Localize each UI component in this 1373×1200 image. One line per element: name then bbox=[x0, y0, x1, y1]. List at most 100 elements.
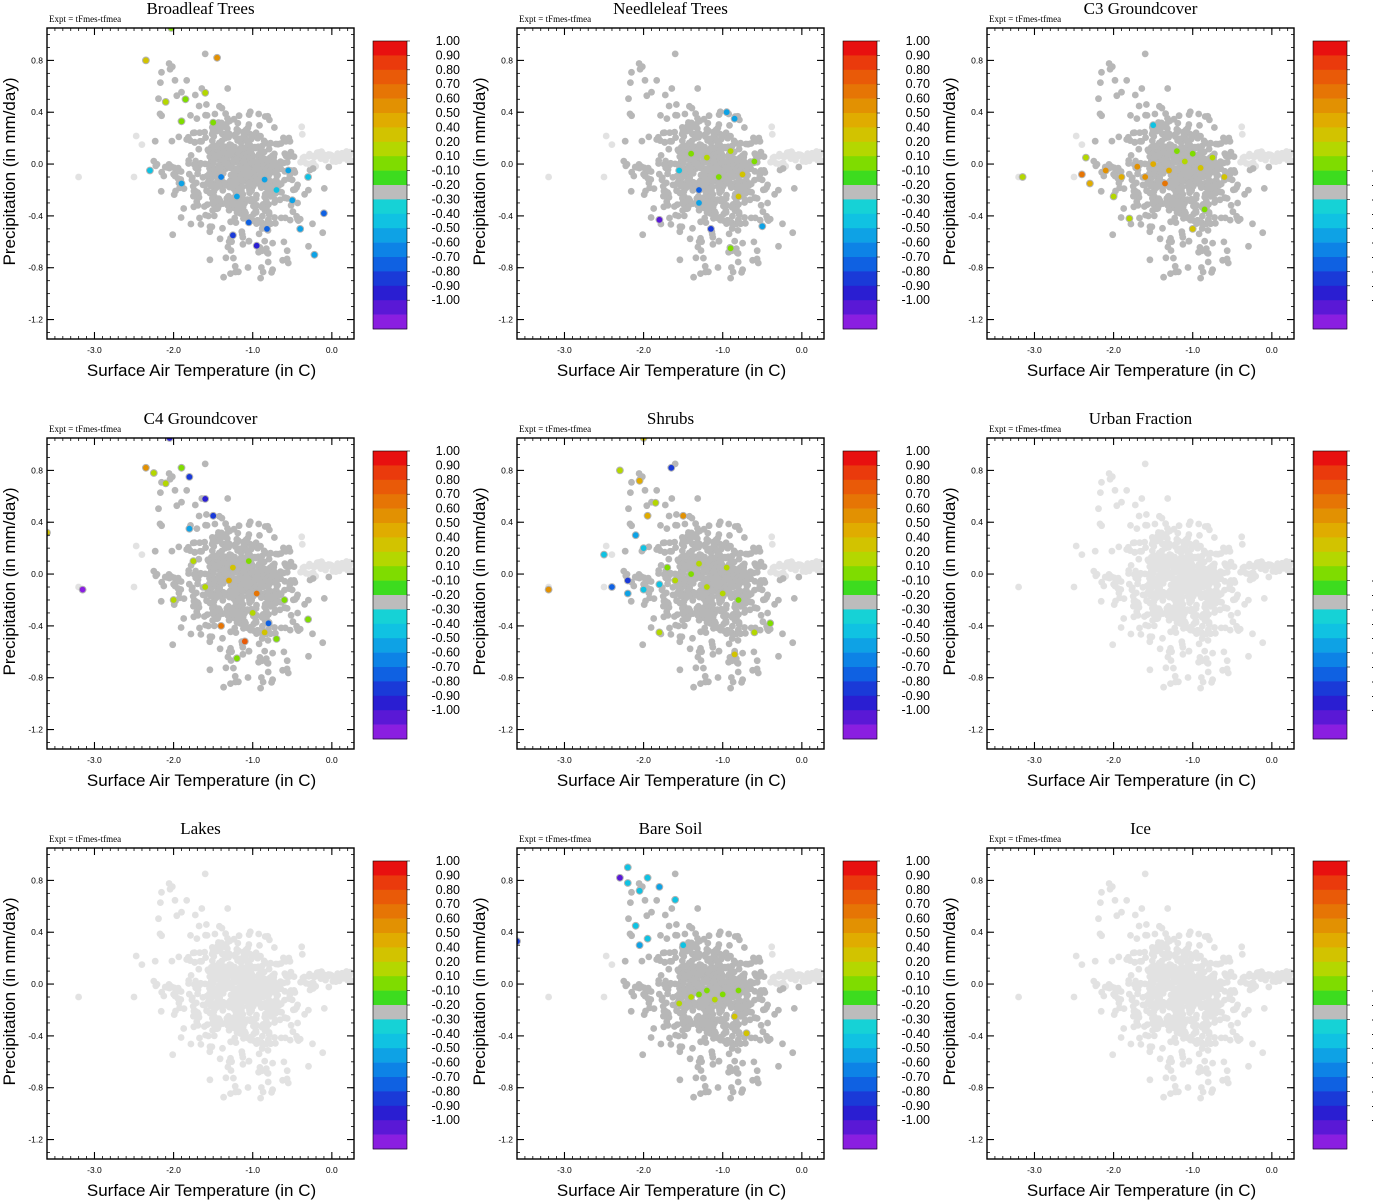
scatter-point bbox=[157, 187, 165, 195]
colored-point bbox=[1133, 162, 1142, 171]
scatter-point bbox=[157, 489, 164, 496]
scatter-point bbox=[680, 598, 688, 605]
colored-point bbox=[233, 192, 241, 201]
scatter-point bbox=[191, 91, 199, 99]
scatter-point bbox=[201, 128, 209, 136]
scatter-point bbox=[741, 534, 748, 541]
scatter-point bbox=[627, 79, 634, 86]
colored-point bbox=[244, 218, 253, 227]
colored-point bbox=[304, 173, 313, 181]
scatter-point bbox=[1091, 137, 1099, 145]
scatter-point bbox=[722, 158, 729, 165]
scatter-point bbox=[169, 231, 177, 239]
scatter-point bbox=[650, 615, 658, 622]
scatter-point bbox=[153, 570, 161, 578]
scatter-point bbox=[187, 112, 194, 119]
scatter-point bbox=[673, 112, 681, 119]
scatter-point bbox=[1178, 176, 1186, 184]
scatter-point bbox=[224, 653, 232, 661]
scatter-point bbox=[240, 567, 248, 575]
colored-point bbox=[1086, 179, 1094, 188]
colorbar-swatch bbox=[373, 314, 407, 330]
scatter-point bbox=[196, 624, 203, 632]
scatter-point bbox=[728, 156, 736, 163]
colored-point bbox=[177, 179, 186, 188]
x-tick-label: -1.0 bbox=[245, 755, 260, 765]
scatter-point bbox=[1175, 112, 1183, 120]
scatter-point bbox=[279, 666, 286, 674]
x-tick-label: -1.0 bbox=[715, 345, 730, 355]
scatter-point bbox=[757, 201, 765, 209]
scatter-point bbox=[220, 273, 228, 281]
scatter-point bbox=[628, 522, 635, 530]
plot-frame bbox=[986, 27, 1295, 340]
scatter-point bbox=[130, 583, 138, 591]
scatter-point bbox=[203, 511, 210, 518]
scatter-point bbox=[264, 258, 272, 266]
scatter-point bbox=[1179, 165, 1187, 173]
colored-point bbox=[1173, 147, 1181, 156]
scatter-point bbox=[335, 157, 343, 165]
colored-point bbox=[1208, 153, 1217, 162]
colored-point bbox=[244, 557, 253, 566]
scatter-point bbox=[256, 532, 263, 539]
scatter-point bbox=[203, 101, 210, 108]
scatter-point bbox=[685, 180, 693, 188]
scatter-point bbox=[694, 495, 702, 502]
scatter-point bbox=[707, 595, 715, 603]
colored-point bbox=[240, 637, 249, 646]
scatter-point bbox=[201, 538, 209, 546]
scatter-point bbox=[272, 196, 279, 204]
scatter-point bbox=[673, 187, 680, 195]
scatter-point bbox=[195, 512, 203, 520]
scatter-point bbox=[779, 569, 786, 577]
scatter-point bbox=[709, 575, 717, 583]
scatter-point bbox=[1211, 124, 1218, 131]
scatter-point bbox=[203, 611, 211, 618]
scatter-point bbox=[235, 522, 243, 530]
scatter-point bbox=[665, 512, 673, 520]
scatter-point bbox=[650, 595, 658, 602]
scatter-point bbox=[717, 623, 725, 631]
scatter-point bbox=[338, 559, 346, 567]
colorbar-label: -0.60 bbox=[432, 646, 461, 660]
scatter-point bbox=[655, 157, 663, 164]
scatter-point bbox=[608, 551, 616, 558]
scatter-point bbox=[692, 110, 699, 118]
scatter-point bbox=[671, 50, 679, 58]
scatter-point bbox=[678, 547, 686, 555]
colorbar-label: -0.90 bbox=[1372, 279, 1373, 293]
scatter-point bbox=[236, 135, 244, 143]
scatter-point bbox=[647, 214, 655, 221]
scatter-point bbox=[178, 498, 185, 506]
colorbar-swatch bbox=[1313, 213, 1347, 229]
scatter-point bbox=[727, 684, 734, 692]
scatter-point bbox=[673, 511, 680, 518]
scatter-point bbox=[657, 152, 665, 159]
scatter-point bbox=[759, 618, 767, 626]
scatter-point bbox=[1187, 142, 1194, 150]
scatter-point bbox=[194, 202, 202, 209]
scatter-point bbox=[775, 652, 782, 660]
scatter-point bbox=[1133, 115, 1141, 122]
scatter-point bbox=[254, 544, 262, 552]
scatter-point bbox=[254, 134, 262, 142]
scatter-point bbox=[202, 621, 210, 629]
scatter-point bbox=[686, 102, 693, 110]
colored-point bbox=[229, 231, 237, 240]
colorbar-label: -0.10 bbox=[1372, 164, 1373, 178]
scatter-point bbox=[1196, 178, 1203, 186]
colorbar-label: -0.80 bbox=[432, 674, 461, 688]
scatter-point bbox=[545, 173, 552, 181]
scatter-point bbox=[712, 538, 720, 545]
scatter-point bbox=[775, 562, 783, 570]
scatter-point bbox=[1163, 130, 1171, 138]
scatter-point bbox=[765, 627, 772, 634]
scatter-point bbox=[189, 592, 197, 600]
scatter-point bbox=[269, 159, 277, 167]
scatter-point bbox=[668, 85, 676, 92]
scatter-point bbox=[1205, 201, 1212, 208]
colorbar-label: 0.70 bbox=[906, 77, 930, 91]
scatter-point bbox=[277, 550, 285, 557]
scatter-point bbox=[309, 569, 316, 577]
